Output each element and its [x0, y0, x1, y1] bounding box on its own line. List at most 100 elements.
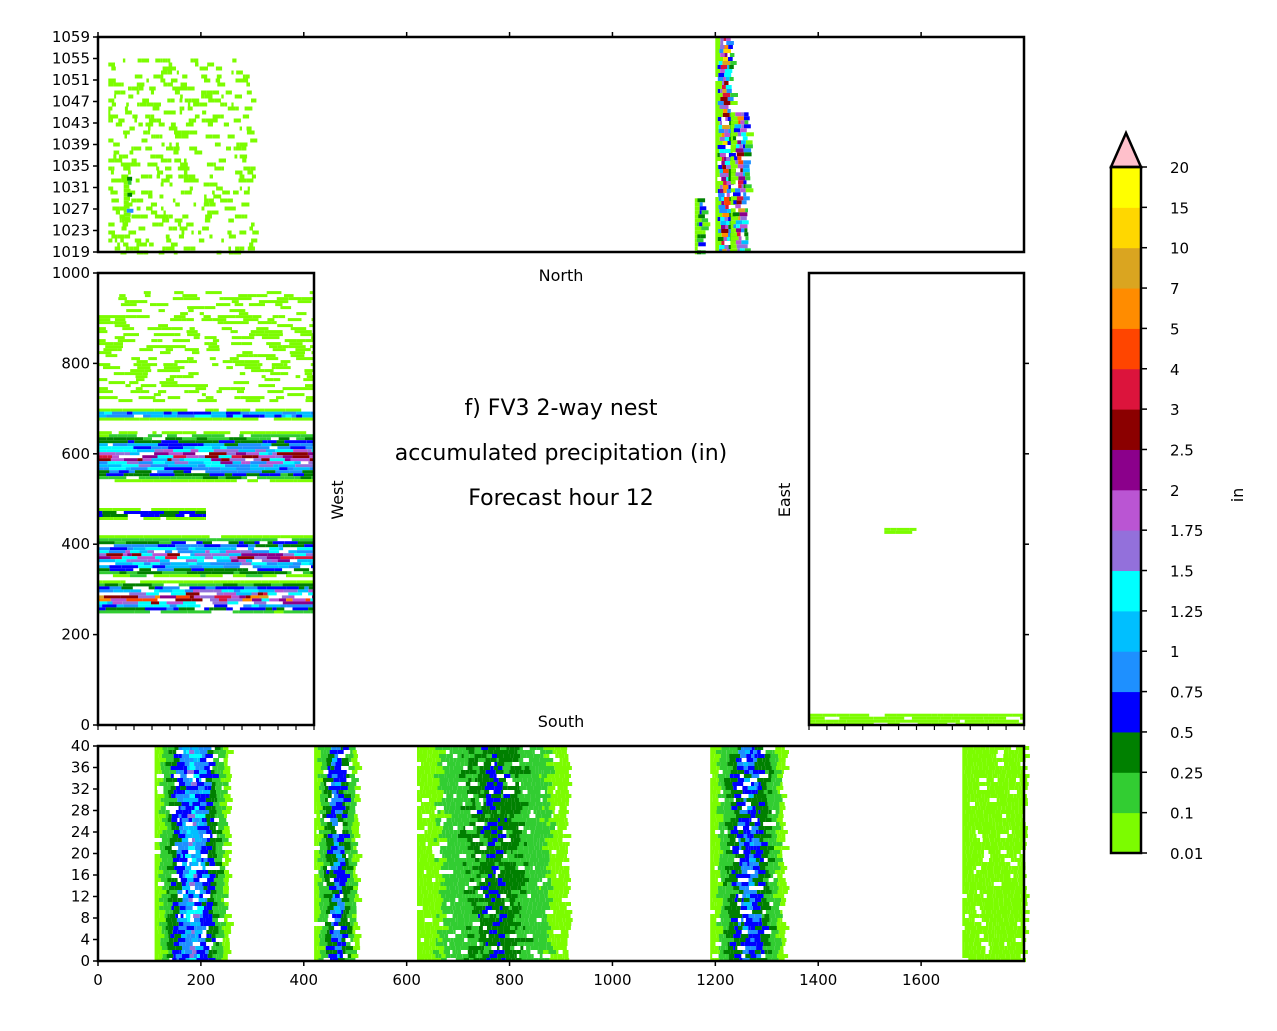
precip-cell: [542, 854, 545, 858]
precip-cell: [179, 910, 184, 914]
precip-cell: [445, 798, 449, 802]
precip-cell: [169, 838, 178, 842]
precip-cell: [203, 315, 211, 319]
precip-cell: [326, 762, 332, 766]
precip-cell: [259, 595, 269, 599]
precip-cell: [507, 854, 515, 858]
precip-cell: [565, 794, 572, 798]
precip-cell: [289, 351, 305, 355]
precip-cell: [736, 196, 744, 201]
precip-cell: [323, 894, 328, 898]
precip-cell: [206, 930, 210, 934]
precip-cell: [220, 580, 228, 584]
precip-cell: [339, 954, 343, 958]
precip-cell: [168, 934, 171, 938]
precip-cell: [955, 719, 960, 723]
precip-cell: [171, 411, 178, 415]
precip-cell: [730, 778, 738, 782]
precip-cell: [435, 942, 444, 946]
precip-cell: [98, 556, 111, 560]
precip-cell: [194, 838, 200, 842]
precip-cell: [715, 141, 723, 145]
precip-cell: [737, 778, 745, 782]
precip-cell: [559, 890, 564, 894]
precip-cell: [733, 762, 737, 766]
precip-cell: [251, 562, 267, 566]
precip-cell: [98, 580, 103, 584]
precip-cell: [479, 870, 485, 874]
precip-cell: [756, 794, 764, 798]
precip-cell: [203, 746, 212, 750]
precip-cell: [502, 846, 508, 850]
precip-cell: [219, 750, 227, 754]
precip-cell: [199, 790, 203, 794]
precip-cell: [483, 950, 489, 954]
precip-cell: [457, 918, 465, 922]
precip-cell: [513, 902, 518, 906]
precip-cell: [292, 598, 306, 602]
precip-cell: [350, 906, 357, 910]
precip-cell: [213, 826, 216, 830]
precip-cell: [479, 918, 483, 922]
precip-cell: [722, 185, 729, 189]
precip-cell: [195, 854, 202, 858]
precip-cell: [730, 128, 734, 133]
precip-cell: [272, 607, 277, 611]
precip-cell: [321, 954, 329, 958]
precip-cell: [215, 934, 220, 938]
precip-cell: [419, 858, 428, 862]
precip-cell: [456, 874, 462, 878]
precip-cell: [110, 170, 114, 175]
precip-cell: [186, 571, 198, 575]
precip-cell: [296, 411, 311, 415]
precip-cell: [300, 434, 314, 438]
precip-cell: [483, 842, 488, 846]
precip-cell: [721, 233, 729, 237]
precip-cell: [222, 556, 230, 560]
precip-cell: [345, 802, 348, 806]
precip-cell: [484, 898, 492, 902]
precip-cell: [229, 437, 234, 441]
precip-cell: [488, 810, 492, 814]
precip-cell: [194, 902, 202, 906]
precip-cell: [515, 930, 522, 934]
precip-cell: [336, 814, 342, 818]
precip-cell: [489, 930, 493, 934]
precip-cell: [123, 176, 128, 181]
precip-cell: [180, 774, 187, 778]
precip-cell: [131, 553, 142, 557]
precip-cell: [736, 224, 740, 229]
precip-cell: [233, 589, 241, 593]
precip-cell: [196, 950, 200, 954]
precip-cell: [429, 934, 433, 938]
precip-cell: [715, 750, 722, 754]
precip-cell: [502, 878, 510, 882]
precip-cell: [216, 898, 221, 902]
precip-cell: [697, 234, 701, 239]
precip-cell: [489, 806, 496, 810]
precip-cell: [765, 766, 772, 770]
precip-cell: [161, 930, 165, 934]
precip-cell: [951, 716, 964, 720]
precip-cell: [539, 758, 546, 762]
precip-cell: [121, 565, 138, 569]
precip-cell: [503, 794, 511, 798]
precip-cell: [719, 778, 724, 782]
precip-cell: [123, 180, 128, 185]
precip-cell: [154, 946, 162, 950]
precip-cell: [343, 798, 351, 802]
precip-cell: [183, 766, 188, 770]
precip-cell: [332, 758, 338, 762]
precip-cell: [164, 794, 169, 798]
precip-cell: [225, 464, 240, 468]
precip-cell: [154, 914, 160, 918]
precip-cell: [217, 82, 226, 87]
precip-cell: [173, 146, 180, 151]
precip-cell: [130, 369, 145, 373]
precip-cell: [192, 467, 209, 471]
precip-cell: [237, 568, 243, 572]
precip-cell: [433, 842, 440, 846]
precip-cell: [494, 894, 497, 898]
precip-cell: [170, 882, 177, 886]
